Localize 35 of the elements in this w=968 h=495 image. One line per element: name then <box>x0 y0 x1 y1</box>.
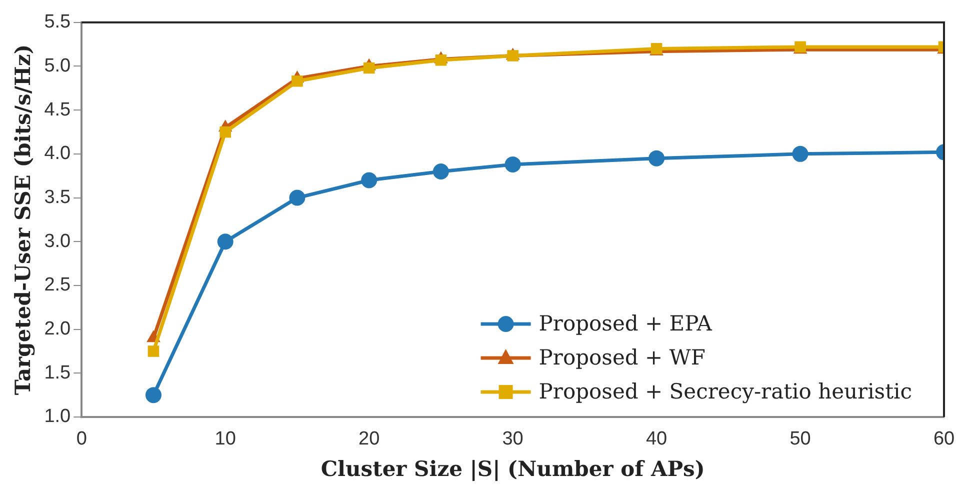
y-tick-label: 4.0 <box>44 143 71 164</box>
y-tick-label: 3.0 <box>44 230 71 252</box>
legend-label: Proposed + EPA <box>538 311 713 336</box>
point <box>289 190 306 206</box>
point <box>432 163 449 180</box>
y-tick-label: 1.0 <box>44 406 71 428</box>
y-tick-label: 3.5 <box>44 187 71 208</box>
point <box>507 50 518 62</box>
y-tick-label: 2.0 <box>44 318 71 340</box>
point <box>361 172 378 188</box>
y-tick-label: 1.5 <box>44 362 71 384</box>
x-tick-label: 60 <box>933 428 955 450</box>
y-tick-label: 4.5 <box>44 99 71 120</box>
y-tick-label: 2.5 <box>44 274 71 296</box>
point <box>220 126 231 138</box>
x-tick-label: 20 <box>358 428 380 450</box>
point <box>363 62 375 74</box>
point <box>648 150 665 166</box>
x-tick-label: 10 <box>214 428 236 450</box>
x-tick-label: 30 <box>502 428 524 450</box>
x-tick-label: 0 <box>76 428 87 450</box>
legend-label: Proposed + Secrecy-ratio heuristic <box>538 379 912 404</box>
point <box>292 75 303 87</box>
point <box>792 146 808 162</box>
point <box>217 234 234 250</box>
y-tick-label: 5.5 <box>44 12 71 33</box>
point <box>145 387 162 404</box>
x-tick-label: 50 <box>790 428 811 450</box>
point <box>148 346 160 357</box>
legend-label: Proposed + WF <box>538 345 706 370</box>
point <box>504 156 521 172</box>
y-axis-title: Targeted-User SSE (bits/s/Hz) <box>10 44 36 396</box>
y-tick-label: 5.0 <box>44 55 71 76</box>
x-tick-label: 40 <box>646 428 668 450</box>
x-axis-title: Cluster Size |S| (Number of APs) <box>320 456 705 481</box>
